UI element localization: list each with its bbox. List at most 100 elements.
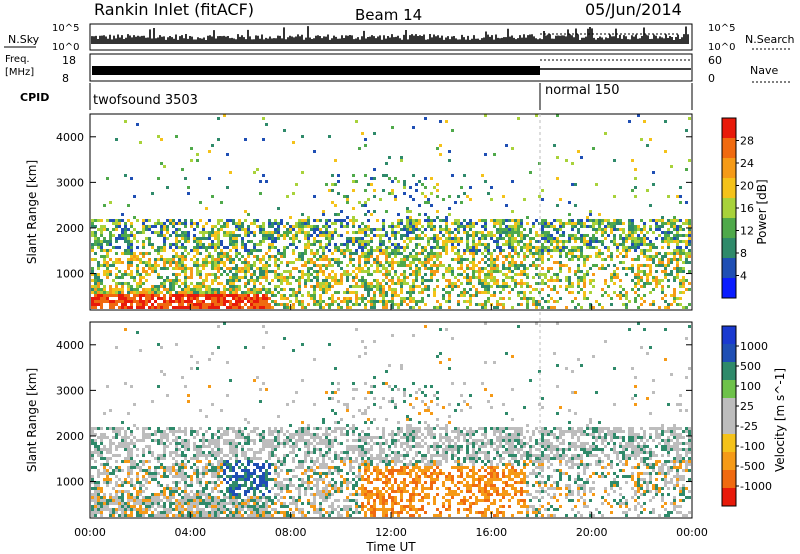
power-cell <box>142 231 145 234</box>
power-cell <box>313 255 316 258</box>
velocity-cell <box>175 514 178 517</box>
power-cell <box>181 231 184 234</box>
power-cell <box>655 252 658 255</box>
power-cell <box>478 219 481 222</box>
power-cell <box>484 282 487 285</box>
power-cell <box>94 276 97 279</box>
power-cell <box>415 243 418 246</box>
power-cell <box>217 222 220 225</box>
power-cell <box>319 300 322 303</box>
power-cell <box>661 279 664 282</box>
power-cell <box>568 270 571 273</box>
power-cell <box>259 297 262 300</box>
power-cell <box>100 279 103 282</box>
power-cell <box>382 306 385 309</box>
power-cell <box>235 222 238 225</box>
power-cell <box>439 246 442 249</box>
velocity-cell <box>94 445 97 448</box>
velocity-cell <box>235 508 238 511</box>
power-cell <box>496 264 499 267</box>
power-cell <box>202 228 205 231</box>
velocity-cell <box>244 484 247 487</box>
velocity-cell <box>250 499 253 502</box>
power-cell <box>676 249 679 252</box>
power-cell <box>610 303 613 306</box>
power-cell <box>421 279 424 282</box>
power-cell <box>184 255 187 258</box>
velocity-cell <box>289 490 292 493</box>
power-cell <box>124 300 127 303</box>
velocity-cell <box>223 478 226 481</box>
velocity-cell <box>100 502 103 505</box>
velocity-cell <box>214 481 217 484</box>
power-cell <box>553 249 556 252</box>
power-cell <box>637 237 640 240</box>
velocity-cell <box>280 481 283 484</box>
power-cell <box>268 225 271 228</box>
power-cell <box>661 285 664 288</box>
power-cell <box>457 237 460 240</box>
power-cell <box>346 222 349 225</box>
power-cell <box>370 273 373 276</box>
velocity-cell <box>214 499 217 502</box>
power-cell <box>247 264 250 267</box>
power-cell <box>493 225 496 228</box>
velocity-cell <box>262 463 265 466</box>
power-cell <box>484 222 487 225</box>
power-cell <box>205 306 208 309</box>
power-cell <box>592 147 595 150</box>
velocity-cell <box>229 493 232 496</box>
power-cell <box>649 246 652 249</box>
power-cell <box>469 294 472 297</box>
velocity-cell <box>94 490 97 493</box>
power-cell <box>283 303 286 306</box>
velocity-cell <box>157 457 160 460</box>
power-cell <box>268 246 271 249</box>
nsearch-tick-bottom: 10^0 <box>708 42 735 53</box>
power-cell <box>415 270 418 273</box>
power-cell <box>679 270 682 273</box>
power-cell <box>640 243 643 246</box>
velocity-cell <box>283 445 286 448</box>
power-cell <box>538 249 541 252</box>
power-cell <box>184 294 187 297</box>
power-cell <box>370 282 373 285</box>
velocity-cell <box>127 475 130 478</box>
power-cell <box>682 234 685 237</box>
power-cell <box>355 267 358 270</box>
power-cell <box>130 288 133 291</box>
power-cell <box>262 264 265 267</box>
velocity-cell <box>121 502 124 505</box>
power-cell <box>445 222 448 225</box>
power-cell <box>634 240 637 243</box>
power-cell <box>259 261 262 264</box>
velocity-cell <box>244 493 247 496</box>
power-cell <box>637 279 640 282</box>
velocity-cell <box>94 439 97 442</box>
power-cell <box>361 240 364 243</box>
power-cell <box>271 234 274 237</box>
power-cell <box>520 249 523 252</box>
power-cell <box>424 303 427 306</box>
velocity-cell <box>208 514 211 517</box>
velocity-cell <box>208 427 211 430</box>
velocity-cell <box>229 514 232 517</box>
power-cell <box>454 237 457 240</box>
velocity-cell <box>139 499 142 502</box>
power-cell <box>256 306 259 309</box>
power-cell <box>211 225 214 228</box>
velocity-cell <box>247 442 250 445</box>
power-cell <box>310 273 313 276</box>
power-cell <box>424 285 427 288</box>
velocity-cell <box>139 502 142 505</box>
power-cell <box>364 282 367 285</box>
power-cell <box>466 282 469 285</box>
power-cell <box>586 255 589 258</box>
velocity-cell <box>103 457 106 460</box>
power-cell <box>616 243 619 246</box>
power-cell <box>103 204 106 207</box>
velocity-cell <box>247 514 250 517</box>
power-cell <box>523 243 526 246</box>
power-cell <box>331 276 334 279</box>
power-cell <box>502 282 505 285</box>
